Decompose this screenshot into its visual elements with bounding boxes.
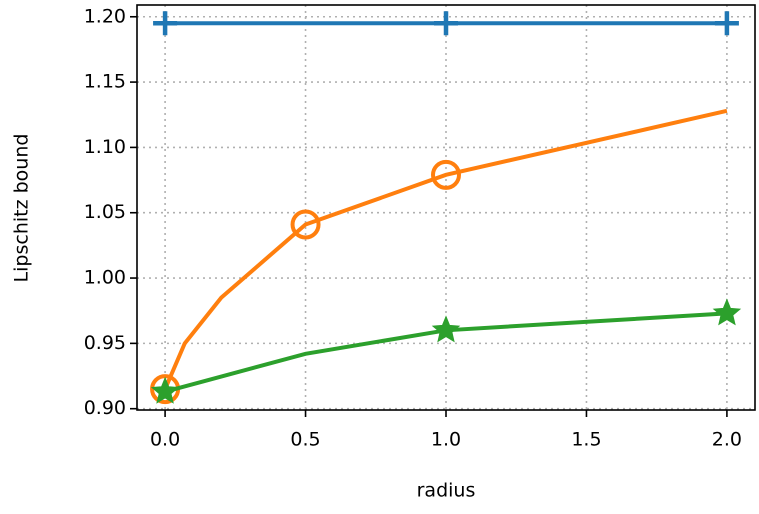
y-tick-label: 0.90 <box>84 397 126 419</box>
marker <box>431 159 461 190</box>
y-tick-label: 1.15 <box>84 71 126 93</box>
marker <box>712 298 742 326</box>
y-axis-label: Lipschitz bound <box>11 134 33 283</box>
y-tick-label: 1.05 <box>84 201 126 223</box>
marker <box>153 11 178 36</box>
marker <box>434 11 458 36</box>
y-tick-label: 1.20 <box>84 5 126 27</box>
x-tick-label: 2.0 <box>712 429 742 451</box>
x-tick-label: 1.5 <box>571 429 601 451</box>
x-tick-label: 0.0 <box>150 429 180 451</box>
plot-frame <box>136 4 756 411</box>
marker <box>431 315 461 343</box>
line <box>163 108 728 390</box>
marker <box>150 376 180 404</box>
y-tick-label: 1.00 <box>84 267 126 289</box>
marker <box>714 11 739 36</box>
x-axis-label: radius <box>417 480 476 502</box>
y-tick-label: 0.95 <box>84 332 126 354</box>
x-tick-label: 0.5 <box>290 429 320 451</box>
x-tick-label: 1.0 <box>431 429 461 451</box>
marker <box>290 209 321 240</box>
line <box>164 311 728 394</box>
y-tick-label: 1.10 <box>84 136 126 158</box>
